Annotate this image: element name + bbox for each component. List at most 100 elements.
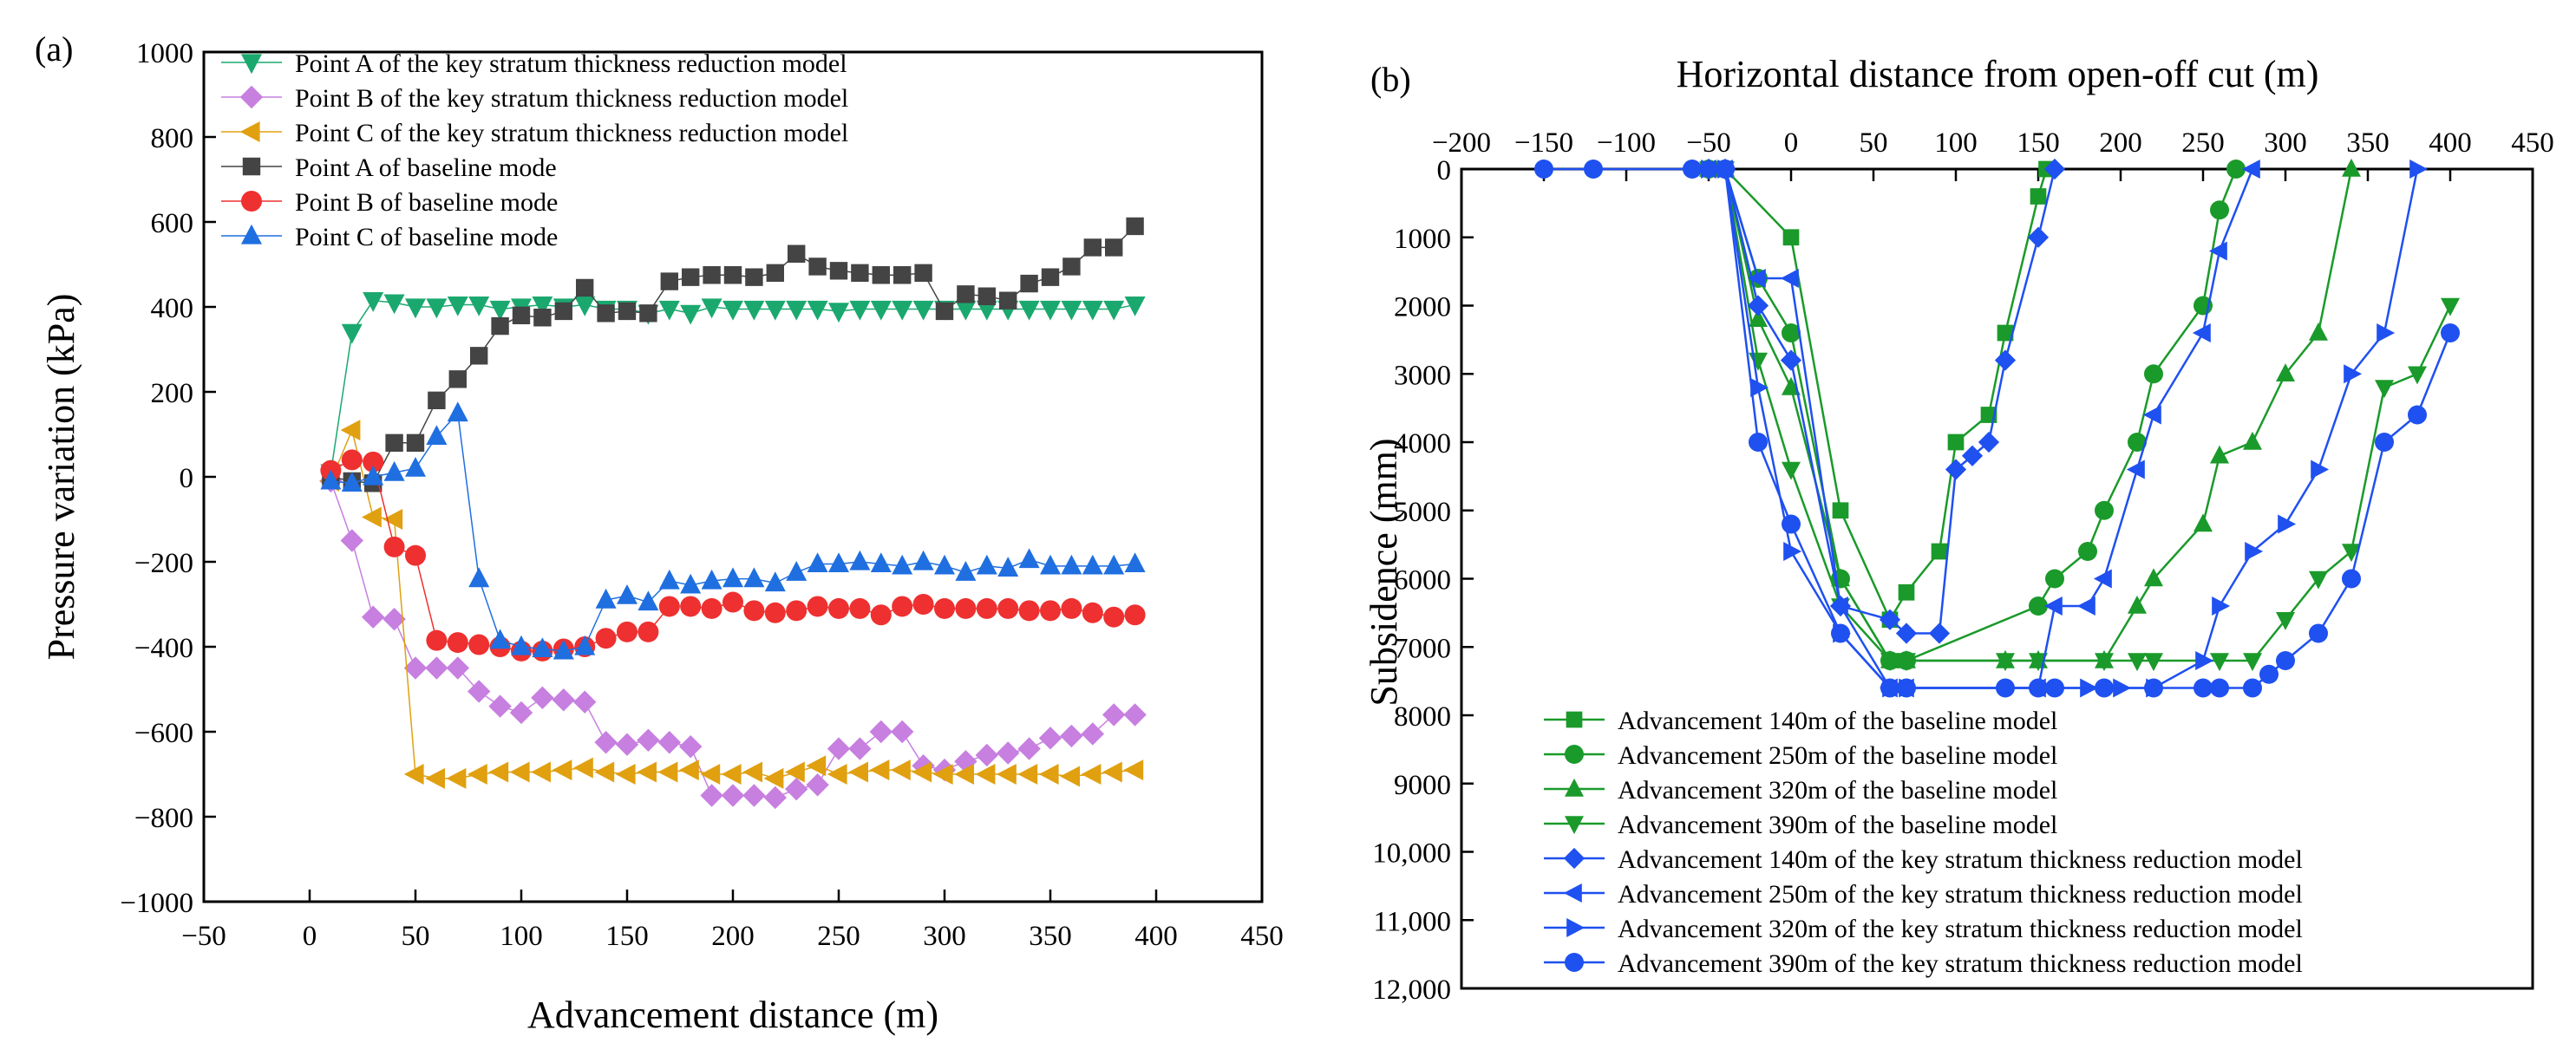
data-point — [618, 302, 637, 321]
data-point — [1061, 597, 1082, 619]
data-point — [470, 347, 488, 365]
data-point — [468, 296, 490, 316]
data-point — [1895, 623, 1918, 644]
data-point — [1997, 324, 2014, 342]
data-point — [597, 304, 615, 323]
data-point — [1103, 300, 1125, 321]
data-point — [2210, 445, 2229, 464]
data-point — [2375, 433, 2394, 452]
data-point — [489, 300, 511, 321]
data-point — [1102, 703, 1126, 727]
data-point — [2278, 514, 2297, 534]
data-point — [786, 300, 807, 321]
x-tick-label: −50 — [1686, 127, 1731, 159]
data-point — [763, 785, 787, 810]
data-point — [363, 465, 384, 486]
data-point — [955, 561, 977, 581]
x-tick-label: 450 — [2511, 127, 2554, 159]
data-point — [2408, 405, 2427, 425]
y-tick-label: 800 — [151, 123, 194, 154]
data-point — [932, 764, 953, 785]
legend-entry: Advancement 390m of the baseline model — [1544, 811, 2057, 839]
legend-entry: Advancement 250m of the key stratum thic… — [1544, 880, 2303, 909]
data-point — [2095, 678, 2114, 698]
data-point — [2093, 569, 2112, 589]
data-point — [870, 604, 892, 626]
x-tick-label: −50 — [181, 921, 226, 952]
series-line — [1709, 167, 2056, 635]
data-point — [594, 731, 618, 754]
x-tick-label: 0 — [303, 921, 317, 952]
data-point — [489, 629, 511, 649]
data-point — [1928, 623, 1951, 644]
data-point — [997, 597, 1019, 619]
data-point — [617, 584, 637, 604]
data-point — [1747, 295, 1769, 316]
data-point — [954, 764, 974, 785]
legend-label: Advancement 390m of the baseline model — [1618, 811, 2057, 839]
data-point — [2128, 595, 2147, 614]
legend-marker — [241, 191, 262, 212]
x-tick-label: 400 — [1134, 921, 1178, 952]
data-point — [405, 298, 426, 319]
x-tick-label: 100 — [500, 921, 543, 952]
data-point — [701, 597, 722, 619]
y-tick-label: 9000 — [1394, 770, 1451, 801]
data-point — [383, 460, 405, 481]
legend-label: Advancement 320m of the key stratum thic… — [1618, 915, 2303, 943]
data-point — [2259, 664, 2279, 684]
panel-a: (a) −50 0 50 100 150 200 250 300 350 400 450 −1000… — [35, 29, 1284, 1036]
data-point — [428, 391, 446, 409]
data-point — [340, 529, 363, 552]
series-6 — [320, 401, 1146, 660]
data-point — [2342, 158, 2361, 177]
series-5 — [320, 449, 1146, 662]
legend-marker — [1565, 778, 1584, 797]
data-point — [657, 731, 681, 754]
data-point — [657, 761, 678, 783]
data-point — [488, 761, 509, 783]
y-tick-label: 200 — [151, 378, 194, 409]
data-point — [637, 590, 659, 611]
data-point — [1103, 554, 1125, 575]
data-point — [1083, 238, 1102, 257]
data-point — [2095, 500, 2114, 520]
data-point — [447, 632, 468, 654]
data-point — [1018, 600, 1040, 622]
data-point — [511, 635, 532, 655]
series-line — [1544, 167, 2452, 689]
legend-label: Point A of the key stratum thickness red… — [295, 49, 847, 78]
data-point — [1040, 554, 1061, 575]
legend-label: Advancement 250m of the key stratum thic… — [1618, 880, 2303, 909]
data-point — [806, 773, 829, 797]
data-point — [363, 292, 384, 312]
panel-a-series — [319, 217, 1147, 810]
data-point — [828, 552, 849, 573]
series-line — [1709, 167, 2419, 689]
series-4 — [322, 217, 1144, 492]
data-point — [658, 569, 680, 590]
series-line — [1709, 167, 2048, 623]
series-8 — [1534, 160, 2460, 698]
y-tick-label: 4000 — [1394, 428, 1451, 460]
data-point — [722, 567, 743, 588]
y-tick-label: 0 — [1437, 155, 1452, 186]
data-point — [341, 449, 363, 471]
data-point — [573, 690, 597, 714]
data-point — [891, 720, 914, 744]
y-tick-label: 7000 — [1394, 633, 1451, 664]
data-point — [467, 764, 487, 785]
legend-label: Point C of baseline mode — [295, 223, 558, 251]
series-2 — [319, 469, 1147, 810]
x-tick-label: −100 — [1597, 127, 1656, 159]
data-point — [743, 567, 765, 588]
data-point — [743, 600, 765, 622]
legend-marker — [1563, 847, 1585, 870]
data-point — [1123, 759, 1144, 781]
panel-a-x-ticks: −50 0 50 100 150 200 250 300 350 400 450 — [181, 890, 1284, 952]
series-4 — [1699, 161, 2460, 672]
data-point — [1749, 309, 1768, 328]
y-tick-label: 1000 — [1394, 224, 1451, 255]
data-point — [892, 554, 913, 575]
data-point — [976, 300, 997, 321]
